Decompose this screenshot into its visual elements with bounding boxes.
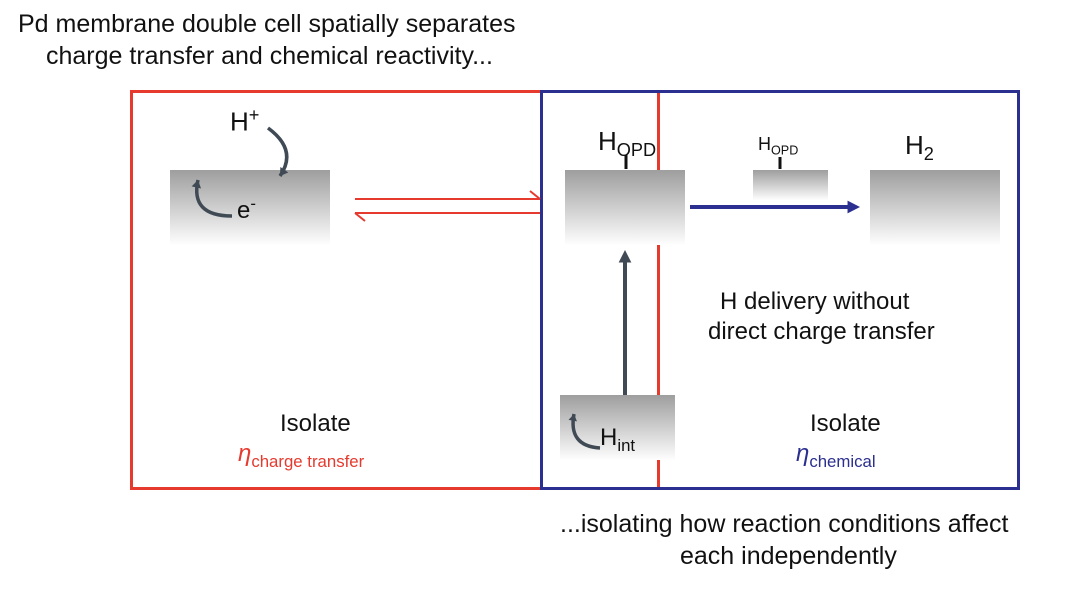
- eta-charge-sub: charge transfer: [251, 452, 364, 471]
- equilibrium-arrow-left: [343, 201, 552, 225]
- hopd-small-sub: OPD: [771, 144, 798, 158]
- isolate-right-label: Isolate: [810, 410, 881, 438]
- label-hopd-small: HOPD: [758, 134, 798, 158]
- label-h2: H2: [905, 130, 934, 165]
- delivery-line2: direct charge transfer: [708, 318, 935, 346]
- hint-curved-arrow: [556, 402, 612, 460]
- hopd-big-sub: OPD: [617, 140, 656, 160]
- blue-right-arrow: [674, 191, 876, 223]
- hint-sub: int: [617, 436, 635, 455]
- hopd-big-base: H: [598, 126, 617, 156]
- top-text-line2: charge transfer and chemical reactivity.…: [46, 42, 493, 71]
- isolate-left-label: Isolate: [280, 410, 351, 438]
- eta-charge-label: ηcharge transfer: [238, 440, 364, 472]
- delivery-line1: H delivery without: [720, 288, 909, 316]
- hplus-base: H: [230, 107, 249, 137]
- top-text-line1: Pd membrane double cell spatially separa…: [18, 10, 516, 39]
- h2-base: H: [905, 130, 924, 160]
- eta-chem-sub: chemical: [809, 452, 875, 471]
- eta-charge-eta: η: [238, 440, 251, 467]
- eta-chem-eta: η: [796, 440, 809, 467]
- opd-small-tick: [778, 157, 782, 171]
- bottom-text-line2: each independently: [680, 542, 897, 571]
- hint-up-arrow: [609, 234, 641, 411]
- eminus-sup: -: [250, 194, 256, 213]
- hplus-curved-arrow: [255, 115, 311, 189]
- eminus-curved-arrow: [177, 167, 245, 229]
- eta-chem-label: ηchemical: [796, 440, 876, 472]
- bottom-text-line1: ...isolating how reaction conditions aff…: [560, 510, 1008, 539]
- label-hopd-big: HOPD: [598, 126, 656, 161]
- right-h2-block: [870, 170, 1000, 245]
- h2-sub: 2: [924, 144, 934, 164]
- hopd-small-base: H: [758, 134, 771, 154]
